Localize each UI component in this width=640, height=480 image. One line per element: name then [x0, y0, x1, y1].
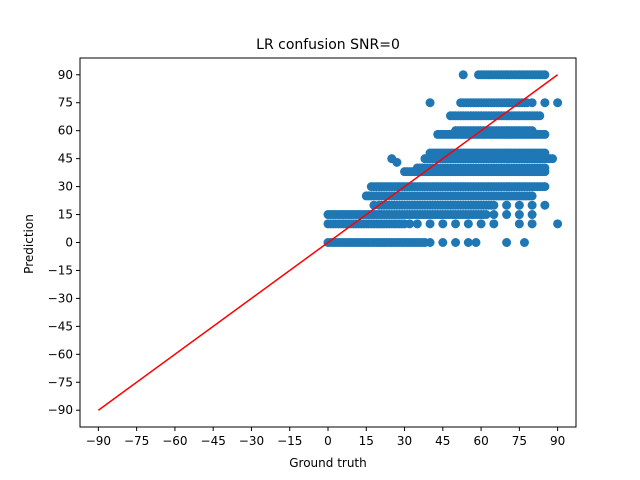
chart-title: LR confusion SNR=0 — [256, 37, 400, 53]
scatter-point — [438, 219, 448, 229]
x-tick-label: −90 — [86, 434, 111, 448]
x-tick-label: −60 — [162, 434, 187, 448]
scatter-point — [502, 200, 512, 210]
scatter-point — [514, 219, 524, 229]
y-tick-label: 15 — [58, 208, 73, 222]
scatter-point — [548, 154, 558, 164]
scatter-point — [405, 219, 415, 229]
scatter-point — [489, 210, 499, 220]
y-tick-label: −45 — [48, 319, 73, 333]
x-tick-label: 15 — [359, 434, 374, 448]
scatter-point — [392, 157, 402, 167]
scatter-point — [471, 238, 481, 247]
x-tick-label: −15 — [277, 434, 302, 448]
scatter-point — [527, 219, 537, 229]
scatter-point — [540, 98, 550, 108]
scatter-point — [451, 238, 461, 247]
x-axis-label: Ground truth — [289, 456, 367, 470]
scatter-point — [502, 210, 512, 220]
x-axis-ticks: −90 −75 −60 −45 −30 −15 0 15 30 45 60 75 90 — [86, 427, 565, 448]
scatter-point — [489, 219, 499, 229]
x-tick-label: 75 — [512, 434, 527, 448]
x-tick-label: −45 — [201, 434, 226, 448]
scatter-point — [540, 129, 550, 139]
scatter-point — [463, 219, 473, 229]
scatter-point — [425, 219, 435, 229]
x-tick-label: −75 — [124, 434, 149, 448]
y-tick-label: −75 — [48, 375, 73, 389]
scatter-point — [535, 111, 545, 121]
scatter-point — [438, 238, 448, 247]
scatter-point — [519, 238, 529, 247]
scatter-point — [527, 191, 537, 201]
y-tick-label: −60 — [48, 347, 73, 361]
x-tick-label: 90 — [550, 434, 565, 448]
scatter-point — [514, 210, 524, 220]
scatter-point — [481, 210, 491, 220]
x-tick-label: −30 — [239, 434, 264, 448]
scatter-point — [553, 219, 563, 229]
x-tick-label: 60 — [473, 434, 488, 448]
x-tick-label: 0 — [324, 434, 332, 448]
scatter-point — [425, 238, 435, 247]
y-tick-label: 45 — [58, 152, 73, 166]
y-axis-ticks: −90 −75 −60 −45 −30 −15 0 15 30 45 60 75 90 — [48, 68, 80, 417]
y-tick-label: 60 — [58, 124, 73, 138]
x-tick-label: 30 — [397, 434, 412, 448]
scatter-point — [514, 200, 524, 210]
scatter-point — [527, 200, 537, 210]
scatter-point — [463, 238, 473, 247]
reference-line — [97, 74, 559, 411]
y-tick-label: 0 — [65, 236, 73, 250]
x-tick-label: 45 — [435, 434, 450, 448]
scatter-point — [527, 126, 537, 136]
y-tick-label: −30 — [48, 291, 73, 305]
y-tick-label: 30 — [58, 180, 73, 194]
scatter-point — [540, 148, 550, 158]
scatter-point — [540, 200, 550, 210]
scatter-point — [540, 182, 550, 192]
y-tick-label: −15 — [48, 263, 73, 277]
y-axis-label: Prediction — [22, 214, 36, 274]
reference-line-layer — [97, 74, 559, 411]
y-tick-label: 75 — [58, 96, 73, 110]
scatter-point — [540, 163, 550, 173]
scatter-point — [527, 210, 537, 220]
scatter-point — [502, 238, 512, 247]
y-tick-label: −90 — [48, 403, 73, 417]
scatter-point — [527, 98, 537, 108]
scatter-point — [425, 98, 435, 108]
y-tick-label: 90 — [58, 68, 73, 82]
scatter-point — [489, 200, 499, 210]
scatter-point — [540, 70, 550, 80]
scatter-point — [451, 219, 461, 229]
scatter-point — [458, 70, 468, 80]
scatter-point — [553, 98, 563, 108]
data-points — [323, 70, 563, 247]
scatter-point — [412, 219, 422, 229]
scatter-point — [476, 219, 486, 229]
